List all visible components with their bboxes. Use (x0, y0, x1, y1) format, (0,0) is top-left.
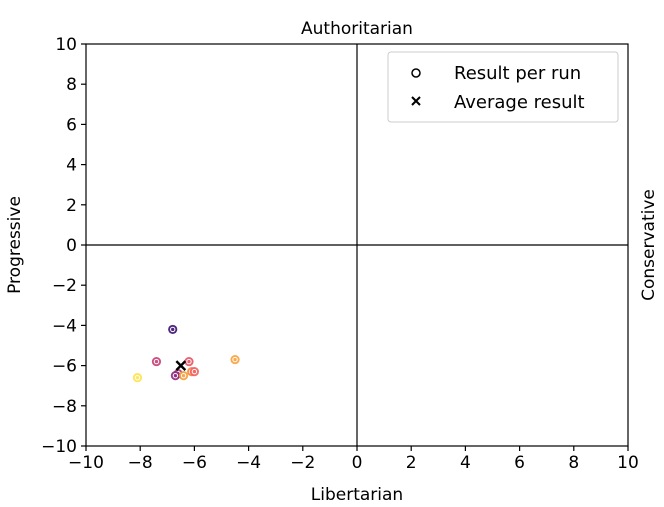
legend-circle-marker-icon (411, 68, 421, 78)
x-tick-label: 0 (352, 453, 363, 473)
y-tick-label: −10 (41, 437, 77, 457)
y-tick-label: 2 (66, 196, 77, 216)
x-tick-label: −2 (290, 453, 315, 473)
data-points (132, 324, 240, 383)
data-point (178, 371, 189, 381)
y-tick-label: −2 (52, 276, 77, 296)
data-point (170, 371, 181, 381)
data-point (189, 367, 199, 377)
data-point (132, 373, 143, 383)
legend-label-result-per-run: Result per run (454, 63, 581, 84)
x-tick-label: −10 (68, 453, 104, 473)
y-tick-label: 8 (66, 75, 77, 95)
x-axis-title: Libertarian (311, 485, 403, 505)
y-tick-label: 4 (66, 156, 77, 176)
y-axis-title-right: Conservative (639, 189, 659, 301)
data-point (230, 354, 240, 365)
y-axis-title-left: Progressive (5, 196, 25, 294)
legend: Result per run Average result (387, 51, 619, 123)
top-axis-title: Authoritarian (301, 19, 413, 39)
x-tick-label: −8 (128, 453, 153, 473)
y-ticks: 10 8 6 4 2 0 −2 −4 −6 −8 −10 (41, 35, 86, 457)
data-point (184, 356, 194, 367)
y-tick-label: −8 (52, 397, 77, 417)
data-point (168, 324, 178, 335)
average-marker (175, 360, 187, 371)
data-point (151, 356, 162, 367)
legend-box (387, 51, 619, 123)
x-tick-label: −4 (236, 453, 261, 473)
y-tick-label: −4 (52, 316, 77, 336)
x-tick-label: 4 (460, 453, 471, 473)
x-tick-label: 6 (514, 453, 525, 473)
x-tick-label: −6 (182, 453, 207, 473)
x-tick-label: 2 (406, 453, 417, 473)
legend-x-marker-icon (411, 96, 421, 106)
y-tick-label: 0 (66, 236, 77, 256)
y-tick-label: −6 (52, 357, 77, 377)
average-marker-group (175, 360, 187, 371)
y-tick-label: 6 (66, 115, 77, 135)
legend-label-average-result: Average result (454, 92, 585, 113)
x-tick-label: 8 (568, 453, 579, 473)
y-tick-label: 10 (55, 35, 77, 55)
x-ticks: −10 −8 −6 −4 −2 0 2 4 6 8 10 (68, 446, 639, 473)
x-tick-label: 10 (617, 453, 639, 473)
